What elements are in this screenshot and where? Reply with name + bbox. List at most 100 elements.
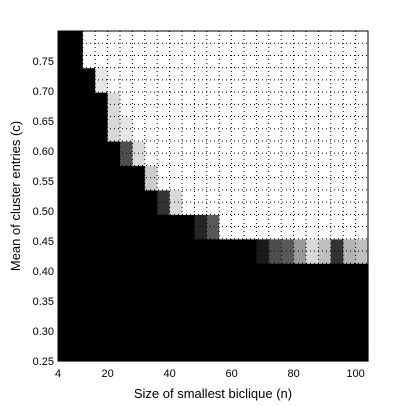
x-axis-label: Size of smallest biclique (n) — [134, 386, 292, 401]
heatmap-cell — [58, 189, 71, 203]
heatmap-cell — [268, 324, 282, 338]
y-tick-label: 0.45 — [33, 236, 54, 248]
heatmap-cell — [206, 336, 220, 350]
heatmap-cell — [231, 67, 245, 81]
heatmap-cell — [95, 299, 109, 313]
heatmap-cell — [355, 141, 369, 154]
heatmap-cell — [95, 226, 109, 240]
heatmap-cell — [107, 189, 121, 203]
heatmap-cell — [231, 263, 245, 277]
heatmap-cell — [281, 31, 295, 44]
heatmap-cell — [219, 31, 233, 44]
heatmap-cell — [231, 55, 245, 69]
heatmap-cell — [306, 165, 319, 179]
heatmap-cell — [256, 31, 270, 44]
heatmap-cell — [219, 67, 233, 81]
heatmap-cell — [70, 238, 84, 252]
heatmap-cell — [268, 67, 282, 81]
heatmap-cell — [293, 251, 307, 264]
heatmap-cell — [144, 189, 158, 203]
heatmap-cell — [343, 55, 357, 69]
heatmap-cell — [132, 116, 146, 130]
heatmap-cell — [58, 275, 71, 289]
heatmap-cell — [244, 263, 257, 277]
heatmap-cell — [244, 141, 257, 154]
heatmap-cell — [157, 79, 171, 93]
heatmap-cell — [330, 67, 344, 81]
heatmap-cell — [58, 251, 71, 264]
heatmap-cell — [219, 336, 233, 350]
heatmap-cell — [355, 116, 369, 130]
heatmap-cell — [268, 287, 282, 301]
heatmap-cell — [120, 214, 133, 228]
heatmap-cell — [157, 31, 171, 44]
heatmap-cell — [70, 31, 84, 44]
heatmap-cell — [281, 287, 295, 301]
x-tick-label: 40 — [163, 368, 175, 380]
heatmap-cell — [231, 43, 245, 57]
heatmap-cell — [194, 202, 208, 215]
heatmap-cell — [194, 299, 208, 313]
heatmap-cell — [82, 31, 96, 44]
heatmap-cell — [343, 116, 357, 130]
heatmap-cell — [144, 116, 158, 130]
heatmap-cell — [82, 141, 96, 154]
heatmap-cell — [95, 128, 109, 142]
heatmap-cell — [330, 128, 344, 142]
heatmap-cell — [355, 299, 369, 313]
heatmap-cell — [157, 312, 171, 325]
heatmap-cell — [194, 312, 208, 325]
heatmap-cell — [219, 92, 233, 105]
heatmap-cell — [231, 31, 245, 44]
heatmap-cell — [219, 324, 233, 338]
heatmap-cell — [169, 153, 183, 167]
heatmap-cell — [268, 31, 282, 44]
heatmap-cell — [281, 238, 295, 252]
heatmap-cell — [355, 79, 369, 93]
heatmap-cell — [231, 226, 245, 240]
heatmap-cell — [120, 153, 133, 167]
heatmap-cell — [219, 104, 233, 118]
heatmap-cell — [169, 202, 183, 215]
heatmap-cell — [120, 336, 133, 350]
heatmap-cell — [343, 128, 357, 142]
heatmap-cell — [306, 141, 319, 154]
heatmap-cell — [120, 287, 133, 301]
heatmap-cell — [244, 79, 257, 93]
heatmap-cell — [70, 92, 84, 105]
heatmap-cell — [306, 251, 319, 264]
heatmap-cell — [120, 67, 133, 81]
heatmap-cell — [58, 43, 71, 57]
heatmap-cell — [95, 165, 109, 179]
heatmap-cell — [70, 251, 84, 264]
heatmap-cell — [256, 312, 270, 325]
heatmap-cell — [132, 214, 146, 228]
heatmap-cell — [231, 238, 245, 252]
heatmap-cell — [132, 189, 146, 203]
heatmap-cell — [120, 43, 133, 57]
heatmap-cell — [343, 324, 357, 338]
heatmap-cell — [107, 31, 121, 44]
heatmap-cell — [58, 287, 71, 301]
heatmap-cell — [343, 299, 357, 313]
heatmap-cell — [268, 116, 282, 130]
heatmap-cell — [107, 55, 121, 69]
y-tick-label: 0.65 — [33, 116, 54, 128]
heatmap-cell — [281, 165, 295, 179]
heatmap-cell — [157, 92, 171, 105]
heatmap-cell — [281, 116, 295, 130]
heatmap-cell — [355, 128, 369, 142]
heatmap-cell — [144, 177, 158, 191]
heatmap-cell — [194, 251, 208, 264]
heatmap-cell — [58, 214, 71, 228]
heatmap-cell — [157, 189, 171, 203]
heatmap-cell — [144, 324, 158, 338]
heatmap-cell — [244, 251, 257, 264]
heatmap-cell — [355, 165, 369, 179]
heatmap-cell — [306, 238, 319, 252]
y-tick-label: 0.30 — [33, 326, 54, 338]
heatmap-cell — [194, 336, 208, 350]
heatmap-cell — [256, 336, 270, 350]
heatmap-cell — [157, 116, 171, 130]
heatmap-cell — [58, 153, 71, 167]
